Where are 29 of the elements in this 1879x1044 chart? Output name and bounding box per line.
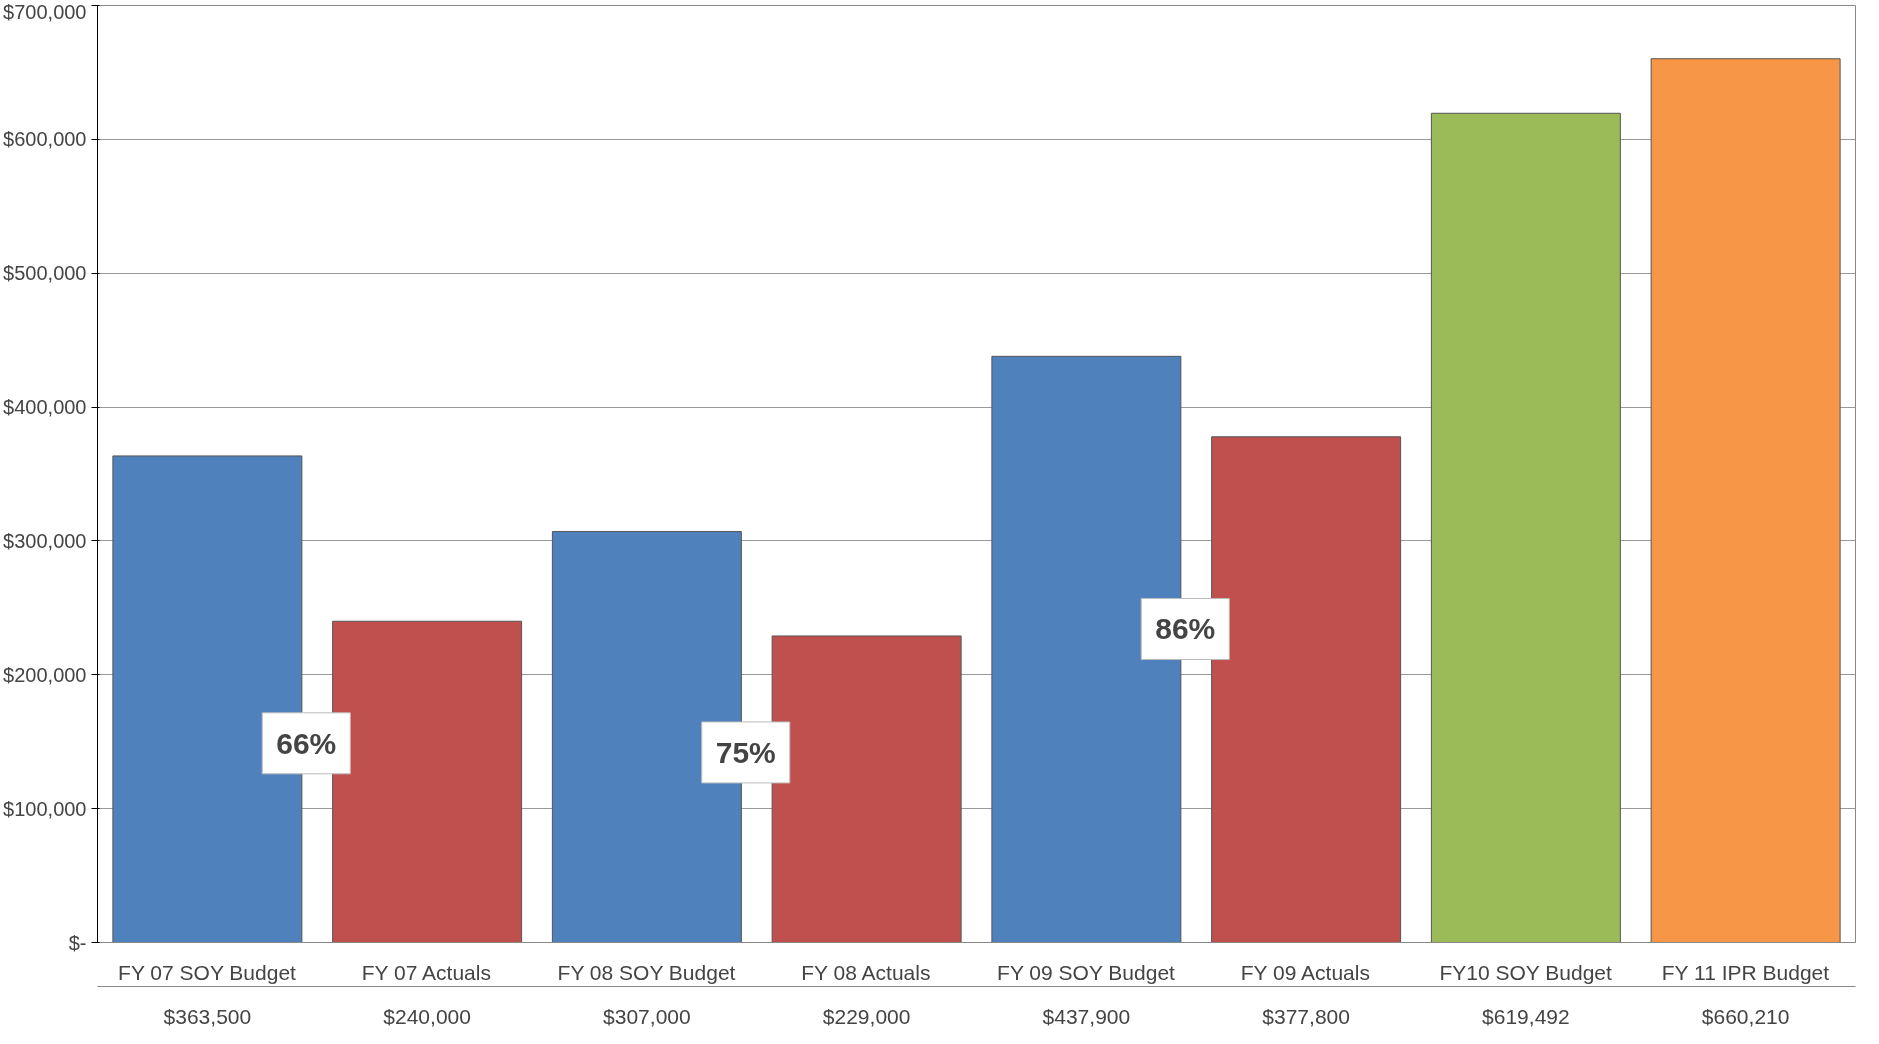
data-label: $437,900 (1042, 1004, 1131, 1028)
x-tick-label: FY10 SOY Budget (1439, 960, 1613, 984)
bar (1650, 58, 1841, 943)
x-tick-label: FY 11 IPR Budget (1661, 960, 1830, 984)
annotation: 86% (1155, 612, 1216, 646)
x-tick-label: FY 07 Actuals (361, 960, 491, 984)
y-tick-label: $600,000 (3, 128, 87, 151)
data-label: $660,210 (1701, 1004, 1790, 1028)
x-tick-label: FY 08 SOY Budget (557, 960, 736, 984)
x-tick-label: FY 07 SOY Budget (118, 960, 297, 984)
x-tick-label: FY 09 SOY Budget (997, 960, 1176, 984)
bar (1430, 112, 1621, 943)
x-tick-label: FY 08 Actuals (801, 960, 931, 984)
annotation: 75% (715, 735, 776, 769)
y-tick-label: $400,000 (3, 396, 87, 419)
data-label: $240,000 (383, 1004, 471, 1028)
data-label: $307,000 (603, 1004, 691, 1028)
data-label: $619,492 (1482, 1004, 1570, 1028)
x-tick-label: FY 09 Actuals (1240, 960, 1370, 984)
y-tick-label: $300,000 (3, 529, 87, 552)
data-label: $377,800 (1262, 1004, 1350, 1028)
annotation: 66% (276, 726, 337, 760)
y-tick-label: $700,000 (3, 0, 87, 23)
data-label: $229,000 (822, 1004, 911, 1028)
y-tick-label: $100,000 (3, 797, 87, 820)
y-tick-label: $500,000 (3, 262, 87, 285)
y-tick-label: $- (68, 931, 87, 954)
data-label: $363,500 (163, 1004, 252, 1028)
y-tick-label: $200,000 (3, 663, 87, 686)
